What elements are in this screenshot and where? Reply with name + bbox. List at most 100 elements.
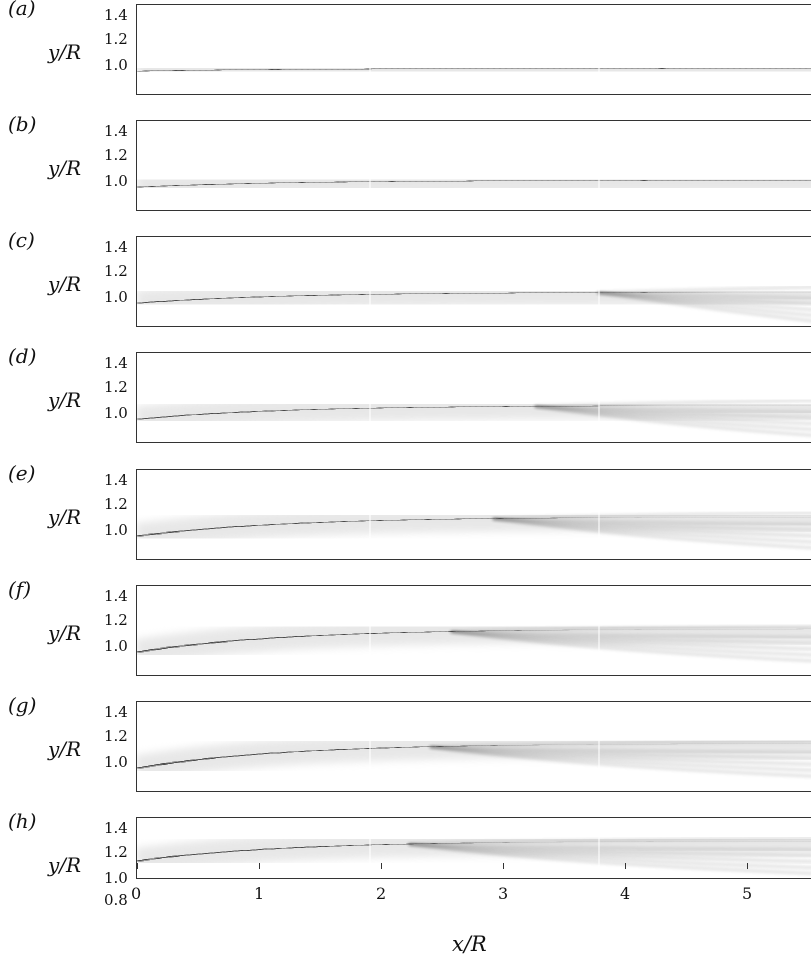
y-axis-label: y/R [48,272,82,296]
y-tick: 1.0 [104,288,128,306]
y-axis-label: y/R [48,40,82,64]
x-tick-mark [137,863,138,869]
streak-segment [148,413,156,423]
y-tick: 1.2 [104,262,128,280]
streak-svg [137,818,811,878]
flow-image [136,236,811,327]
image-seam [369,702,371,791]
panel-a: (a) y/R 1.4 1.2 1.0 [0,0,811,112]
streak-segment [137,647,144,657]
streak-segment [166,852,174,862]
streak-segment [142,855,150,865]
image-seam [598,353,600,442]
y-axis-label: y/R [48,853,82,877]
y-tick: 1.0 [104,637,128,655]
x-tick-mark [259,863,260,869]
streak-segment [178,641,186,651]
streak-segment [154,529,162,539]
y-tick: 1.4 [104,6,128,24]
streak-segment [208,753,216,763]
streak-segment [142,530,150,540]
panel-g: (g) y/R 1.4 1.2 1.0 [0,693,811,809]
image-seam [598,237,600,326]
streak-segment [160,643,168,653]
streak-svg [137,586,811,675]
image-seam [598,5,600,94]
streak-segment [166,758,174,768]
streak-segment [202,848,210,858]
image-seam [369,353,371,442]
x-axis-label: x/R [452,932,487,956]
flow-image [136,4,811,95]
streak-segment [172,851,180,861]
streak-segment [226,751,234,762]
x-tick-2: 2 [376,884,387,903]
streak-segment [232,751,240,761]
streak-segment [202,754,210,764]
streak-fragment [408,843,811,875]
flow-image [136,817,811,879]
x-tick-0: 0 [131,884,142,903]
streak-segment [172,527,180,537]
y-tick: 1.2 [104,378,128,396]
streak-segment [190,525,198,535]
streak-segment [196,849,204,859]
x-tick-mark [381,863,382,869]
streak-segment [184,850,192,860]
streak-svg [137,353,811,442]
streak-segment [190,640,198,650]
streak-segment [137,856,144,865]
y-tick: 1.0 [104,172,128,190]
x-tick-4: 4 [620,884,631,903]
image-seam [598,470,600,559]
streak-segment [220,752,228,762]
y-tick: 1.4 [104,703,128,721]
y-axis-label: y/R [48,621,82,645]
x-tick-1: 1 [254,884,265,903]
y-tick: 1.0 [104,869,128,887]
streak-segment [196,754,204,765]
streak-segment [226,636,234,646]
x-tick-mark [625,863,626,869]
flow-image [136,469,811,560]
y-tick: 0.8 [104,891,128,909]
streak-segment [190,850,198,859]
streak-segment [172,642,180,652]
y-axis-label: y/R [48,505,82,529]
streak-svg [137,470,811,559]
panel-label: (c) [8,228,35,252]
y-tick: 1.0 [104,404,128,422]
streak-segment [142,414,150,423]
streak-segment [137,531,144,541]
y-axis-label: y/R [48,737,82,761]
y-tick: 1.4 [104,819,128,837]
streak-segment [160,759,168,769]
streak-svg [137,5,811,94]
x-tick-5: 5 [742,884,753,903]
image-seam [598,586,600,675]
y-tick: 1.4 [104,122,128,140]
streak-svg [137,121,811,210]
streak-segment [178,526,186,536]
panel-h: (h) y/R 1.4 1.2 1.0 0.8 [0,809,811,925]
streak-svg [137,237,811,326]
streak-segment [137,763,144,773]
x-tick-3: 3 [498,884,509,903]
y-tick: 1.2 [104,146,128,164]
streak-segment [137,414,144,424]
y-tick: 1.4 [104,587,128,605]
flow-image [136,120,811,211]
streak-fragment [450,630,811,662]
y-tick: 1.2 [104,727,128,745]
y-tick: 1.4 [104,238,128,256]
panel-label: (d) [8,344,37,368]
x-tick-mark [747,863,748,869]
image-seam [598,121,600,210]
flow-image [136,585,811,676]
streak-segment [160,528,168,538]
y-tick: 1.0 [104,753,128,771]
panel-label: (b) [8,112,37,136]
streak-segment [142,646,150,656]
streak-segment [166,642,174,652]
streak-segment [178,757,186,767]
